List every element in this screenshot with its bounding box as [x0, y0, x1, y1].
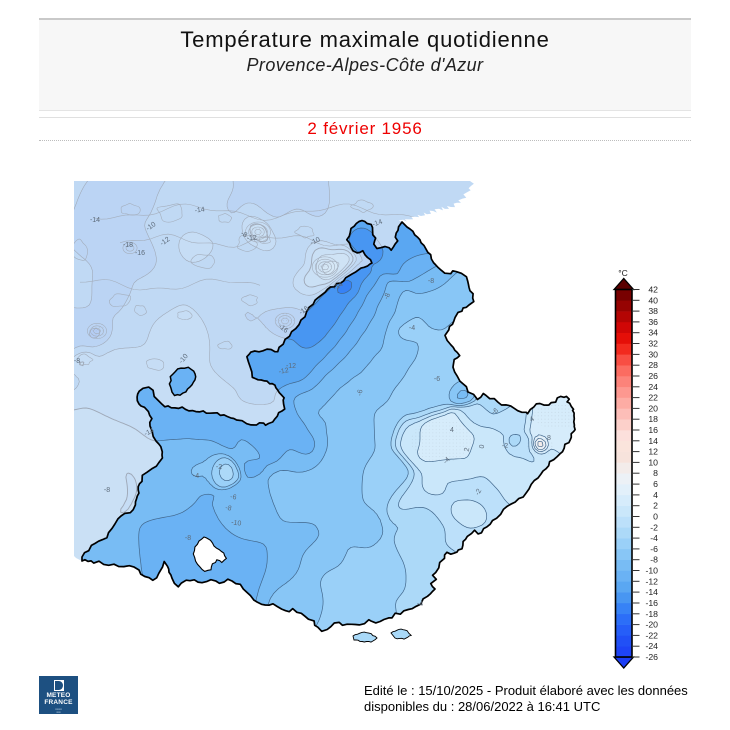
svg-text:16: 16 [648, 425, 658, 435]
svg-text:34: 34 [648, 328, 658, 338]
svg-text:-2: -2 [216, 464, 222, 471]
svg-text:42: 42 [648, 285, 658, 295]
svg-text:-14: -14 [90, 217, 100, 224]
svg-text:-12: -12 [645, 576, 658, 586]
svg-text:-8: -8 [650, 555, 658, 565]
svg-text:28: 28 [648, 360, 658, 370]
svg-text:24: 24 [648, 382, 658, 392]
svg-text:-4: -4 [193, 473, 199, 480]
svg-text:6: 6 [653, 479, 658, 489]
svg-text:26: 26 [648, 371, 658, 381]
svg-text:-8: -8 [74, 358, 80, 365]
svg-text:12: 12 [648, 447, 658, 457]
svg-text:-2: -2 [474, 488, 483, 497]
svg-text:-14: -14 [143, 427, 155, 438]
svg-text:-10: -10 [145, 221, 157, 233]
svg-text:-12: -12 [286, 363, 296, 370]
svg-text:30: 30 [648, 349, 658, 359]
svg-text:-8: -8 [239, 230, 248, 239]
svg-text:-8: -8 [104, 487, 110, 494]
svg-text:-6: -6 [434, 376, 440, 383]
svg-text:-4: -4 [650, 533, 658, 543]
svg-text:2: 2 [653, 501, 658, 511]
svg-text:-2: -2 [650, 522, 658, 532]
svg-text:-6: -6 [491, 407, 500, 416]
svg-text:0: 0 [479, 444, 487, 449]
svg-text:-18: -18 [645, 609, 658, 619]
svg-text:-6: -6 [230, 494, 237, 502]
svg-text:8: 8 [653, 468, 658, 478]
svg-text:-6: -6 [650, 544, 658, 554]
svg-text:-16: -16 [298, 305, 310, 317]
svg-text:-14: -14 [372, 219, 384, 229]
svg-text:20: 20 [648, 403, 658, 413]
svg-text:-22: -22 [645, 630, 658, 640]
svg-text:4: 4 [529, 416, 536, 424]
svg-text:18: 18 [648, 414, 658, 424]
svg-text:4: 4 [653, 490, 658, 500]
svg-text:-18: -18 [123, 242, 133, 249]
svg-text:22: 22 [648, 393, 658, 403]
svg-text:°C: °C [618, 268, 628, 278]
svg-text:-4: -4 [417, 601, 423, 608]
svg-text:-10: -10 [231, 519, 242, 527]
svg-text:-8: -8 [428, 278, 434, 285]
svg-text:14: 14 [648, 436, 658, 446]
svg-text:-10: -10 [309, 236, 321, 247]
svg-text:-12: -12 [247, 235, 258, 243]
svg-text:36: 36 [648, 317, 658, 327]
svg-text:-14: -14 [645, 587, 658, 597]
svg-text:-4: -4 [409, 325, 415, 332]
svg-text:-8: -8 [185, 535, 191, 542]
svg-text:-14: -14 [332, 281, 344, 292]
svg-text:38: 38 [648, 306, 658, 316]
svg-text:-16: -16 [277, 323, 289, 335]
svg-text:8: 8 [547, 435, 551, 442]
svg-text:-12: -12 [159, 236, 171, 248]
svg-text:-26: -26 [645, 652, 658, 662]
svg-text:32: 32 [648, 339, 658, 349]
svg-text:-14: -14 [194, 206, 205, 214]
svg-text:-12: -12 [278, 367, 289, 376]
svg-text:-10: -10 [645, 566, 658, 576]
svg-text:-6: -6 [357, 389, 365, 396]
svg-text:-20: -20 [645, 620, 658, 630]
svg-text:10: 10 [648, 457, 658, 467]
svg-text:-16: -16 [645, 598, 658, 608]
svg-text:-2: -2 [502, 443, 508, 450]
svg-text:-8: -8 [225, 504, 233, 512]
svg-text:-10: -10 [178, 353, 190, 365]
svg-text:-24: -24 [645, 641, 658, 651]
svg-text:40: 40 [648, 295, 658, 305]
svg-text:0: 0 [653, 512, 658, 522]
svg-text:-16: -16 [135, 250, 145, 257]
svg-text:-8: -8 [383, 292, 392, 301]
